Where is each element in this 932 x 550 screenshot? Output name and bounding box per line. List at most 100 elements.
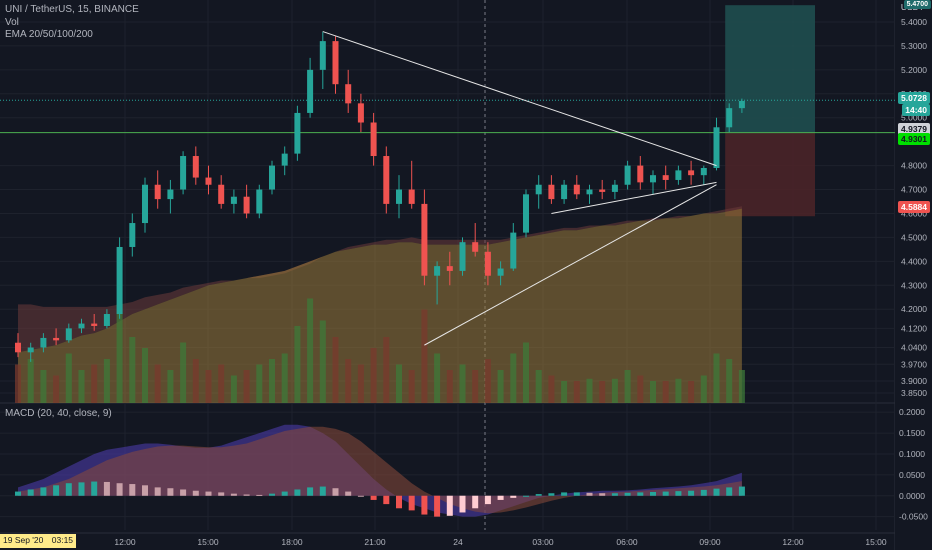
macd-histogram-bar (510, 495, 517, 498)
candle-body (548, 184, 555, 200)
volume-bar (142, 348, 148, 403)
volume-bar (307, 298, 314, 403)
volume-bar (700, 375, 707, 403)
profit-zone (725, 5, 815, 133)
volume-bar (650, 381, 656, 403)
candle-body (700, 167, 707, 176)
candle-body (484, 251, 491, 276)
macd-histogram-bar (78, 482, 85, 496)
volume-bar (167, 370, 174, 403)
volume-bar (726, 359, 733, 403)
macd-histogram-bar (167, 488, 174, 496)
macd-histogram-bar (281, 491, 288, 496)
macd-histogram-bar (103, 481, 110, 496)
volume-bar (205, 370, 212, 403)
macd-histogram-bar (700, 489, 707, 496)
volume-bar (561, 381, 568, 403)
candle-body (281, 153, 288, 166)
macd-histogram-bar (535, 494, 542, 496)
date-tag-date: 19 Sep '20 (3, 535, 44, 545)
macd-histogram-bar (573, 492, 580, 496)
volume-bar (357, 364, 364, 403)
candle-body (624, 165, 631, 185)
macd-histogram-bar (611, 493, 618, 496)
macd-histogram-bar (726, 487, 733, 496)
candle-body (675, 170, 682, 180)
macd-histogram-bar (180, 489, 187, 496)
volume-bar (688, 381, 695, 403)
candle-body (408, 189, 415, 204)
macd-histogram-bar (65, 483, 72, 496)
volume-bar (345, 359, 352, 403)
candle-body (611, 184, 618, 192)
candle-body (434, 266, 441, 276)
target-price-tag: 5.4700 (903, 0, 931, 9)
candle-body (307, 69, 314, 113)
price-tick-label: 5.4000 (901, 17, 927, 27)
macd-histogram-bar (446, 495, 453, 516)
macd-histogram-bar (15, 491, 21, 496)
trend-line (551, 181, 717, 214)
candle-body (637, 165, 644, 183)
candle-body (78, 323, 85, 329)
macd-legend[interactable]: MACD (20, 40, close, 9) (5, 408, 112, 419)
loss-zone (725, 132, 815, 217)
macd-histogram-bar (497, 495, 504, 500)
volume-bar (370, 348, 377, 403)
date-tag: 19 Sep '20 03:15 (0, 534, 77, 548)
date-tag-time: 03:15 (51, 535, 74, 545)
last-price-tag: 5.0728 (898, 92, 930, 104)
candle-body (154, 184, 161, 200)
candle-body (370, 122, 377, 157)
volume-bar (510, 353, 517, 403)
volume-bar (611, 378, 618, 403)
volume-bar (294, 326, 301, 403)
price-tick-label: 5.0000 (901, 113, 927, 123)
volume-bar (27, 359, 34, 403)
volume-bar (713, 353, 720, 403)
price-tick-label: 4.1200 (901, 323, 927, 333)
candle-body (446, 266, 453, 271)
candle-body (243, 196, 250, 214)
countdown-tag: 14:40 (902, 104, 930, 116)
volume-legend[interactable]: Vol (5, 17, 19, 28)
price-tick-label: 4.4000 (901, 256, 927, 266)
volume-bar (332, 337, 339, 403)
price-tick-label: 3.9000 (901, 376, 927, 386)
macd-histogram-bar (408, 495, 415, 511)
macd-histogram-bar (472, 495, 479, 509)
candle-body (142, 184, 148, 224)
volume-bar (675, 378, 682, 403)
ema-band-lower (18, 208, 742, 403)
time-tick-label: 03:00 (532, 537, 554, 547)
symbol-legend[interactable]: UNI / TetherUS, 15, BINANCE (5, 4, 139, 15)
price-tick-label: 4.5000 (901, 232, 927, 242)
price-scale-handle[interactable] (904, 12, 926, 16)
macd-histogram-bar (396, 495, 402, 509)
macd-histogram-bar (357, 495, 364, 497)
price-tick-label: 5.3000 (901, 41, 927, 51)
candle-body (15, 342, 21, 353)
volume-bar (523, 342, 529, 403)
signal-area (18, 426, 742, 514)
macd-histogram-bar (637, 492, 644, 496)
macd-histogram-bar (662, 491, 669, 496)
volume-bar (129, 337, 136, 403)
volume-bar (662, 381, 669, 403)
time-tick-label: 21:00 (364, 537, 386, 547)
macd-histogram-bar (434, 495, 441, 517)
volume-bar (484, 359, 491, 403)
time-tick-label: 15:00 (197, 537, 219, 547)
volume-bar (53, 375, 60, 403)
volume-bar (103, 359, 110, 403)
volume-bar (256, 364, 263, 403)
candle-body (383, 156, 390, 204)
macd-tick-label: 0.1000 (899, 449, 925, 459)
volume-bar (154, 364, 161, 403)
volume-bar (421, 309, 428, 403)
ema-legend[interactable]: EMA 20/50/100/200 (5, 29, 93, 40)
volume-bar (434, 353, 441, 403)
macd-histogram-bar (142, 485, 148, 496)
macd-tick-label: 0.0500 (899, 470, 925, 480)
